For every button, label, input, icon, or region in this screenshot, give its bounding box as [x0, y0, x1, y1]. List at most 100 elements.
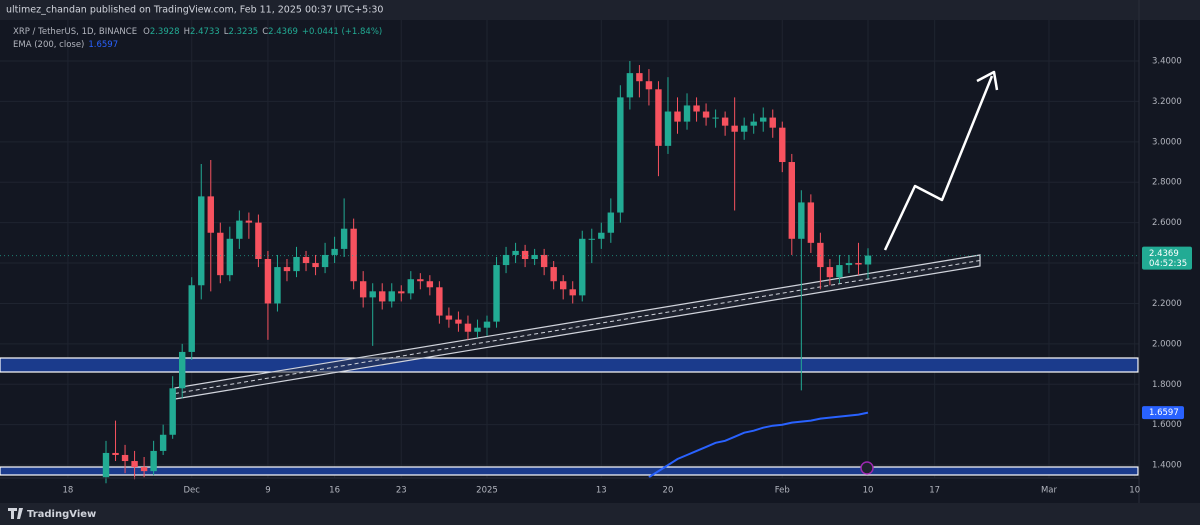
- candle-body: [674, 111, 681, 122]
- candle-body: [245, 220, 253, 223]
- candle-body: [236, 220, 243, 239]
- candle-body: [598, 232, 605, 239]
- candle-body: [626, 73, 634, 98]
- x-tick-label: 17: [929, 486, 940, 496]
- candle-body: [112, 452, 119, 455]
- y-tick-label: 1.4000: [1152, 461, 1182, 471]
- candle-body: [331, 248, 338, 255]
- candle-body: [512, 250, 519, 255]
- candle-body: [388, 291, 395, 302]
- event-icon[interactable]: [860, 461, 874, 475]
- candle-body: [169, 388, 176, 435]
- candle-body: [550, 267, 557, 282]
- candle-body: [664, 111, 672, 146]
- x-tick-label: Feb: [775, 486, 790, 496]
- x-tick-label: 9: [265, 486, 270, 496]
- x-tick-label: 18: [62, 486, 73, 496]
- candle-body: [455, 319, 462, 324]
- candle-body: [359, 281, 367, 298]
- x-tick-label: 13: [596, 486, 607, 496]
- candle-body: [445, 315, 453, 320]
- y-tick-label: 2.0000: [1152, 339, 1182, 349]
- candle-body: [864, 255, 872, 265]
- candle-body: [417, 279, 424, 282]
- ema-box: [1142, 406, 1184, 420]
- candle-body: [798, 202, 805, 239]
- candle-body: [588, 238, 595, 240]
- candle-body: [369, 291, 376, 298]
- candle-body: [121, 454, 129, 462]
- candle-body: [683, 105, 691, 122]
- x-tick-label: 23: [396, 486, 407, 496]
- candle-body: [302, 256, 310, 264]
- candle-body: [617, 97, 624, 213]
- candle-body: [102, 452, 110, 478]
- publisher: ultimez_chandan published on TradingView…: [6, 5, 383, 16]
- top-bar: [0, 0, 1200, 20]
- candle-body: [607, 212, 615, 233]
- candle-body: [321, 254, 329, 268]
- candle-body: [693, 105, 700, 112]
- x-tick-label: Dec: [183, 486, 200, 496]
- grid: [0, 20, 1139, 478]
- candle-body: [407, 279, 414, 294]
- brand-logo: [8, 508, 23, 519]
- candle-body: [502, 254, 510, 266]
- legend-indicator: EMA (200, close) 1.6597: [13, 40, 118, 50]
- candle-body: [779, 127, 786, 163]
- plot: [102, 61, 872, 484]
- candle-body: [569, 289, 576, 296]
- ema-value: 1.6597: [1149, 408, 1179, 418]
- candle-body: [521, 250, 529, 260]
- candle-body: [293, 256, 300, 272]
- x-tick-label: 16: [329, 486, 340, 496]
- candle-body: [226, 238, 234, 276]
- candle-body: [540, 254, 548, 268]
- y-tick-label: 1.8000: [1152, 380, 1182, 390]
- candle-body: [140, 467, 148, 472]
- y-tick-label: 3.4000: [1152, 57, 1182, 67]
- candle-body: [731, 125, 738, 132]
- x-tick-label: 20: [663, 486, 674, 496]
- x-tick-label: Mar: [1041, 486, 1058, 496]
- candle-body: [274, 267, 281, 304]
- y-tick-label: 3.2000: [1152, 97, 1182, 107]
- candle-body: [436, 287, 443, 316]
- footer-bar: [0, 503, 1200, 525]
- candle-body: [464, 323, 472, 332]
- candle-body: [255, 222, 262, 260]
- candle-body: [312, 263, 319, 268]
- y-tick-label: 1.6000: [1152, 420, 1182, 430]
- candle-body: [826, 267, 834, 278]
- candle-body: [159, 434, 167, 451]
- candle-body: [740, 125, 748, 132]
- candle-body: [636, 73, 643, 82]
- projection-arrow: [883, 75, 994, 251]
- candle-body: [379, 291, 386, 302]
- candle-body: [845, 263, 853, 266]
- support-zone: [0, 466, 1139, 476]
- y-tick-label: 2.8000: [1152, 178, 1182, 188]
- candle-body: [560, 281, 567, 290]
- candle-body: [483, 321, 491, 328]
- candle-body: [474, 327, 481, 332]
- candle-body: [131, 461, 138, 468]
- candle-body: [179, 351, 186, 389]
- candle-body: [817, 242, 824, 268]
- candle-body: [398, 291, 405, 294]
- candle-body: [702, 111, 710, 118]
- brand: TradingView: [27, 509, 96, 520]
- candle-body: [198, 196, 205, 286]
- candle-body: [769, 117, 776, 128]
- candle-body: [712, 117, 719, 119]
- candle-body: [750, 121, 757, 126]
- countdown: 04:52:35: [1149, 259, 1187, 269]
- x-tick-label: 2025: [476, 486, 498, 496]
- support-zone: [0, 357, 1139, 373]
- candle-body: [217, 232, 224, 276]
- last-price: 2.4369: [1149, 249, 1179, 259]
- candle-body: [350, 228, 357, 282]
- candle-body: [760, 117, 767, 122]
